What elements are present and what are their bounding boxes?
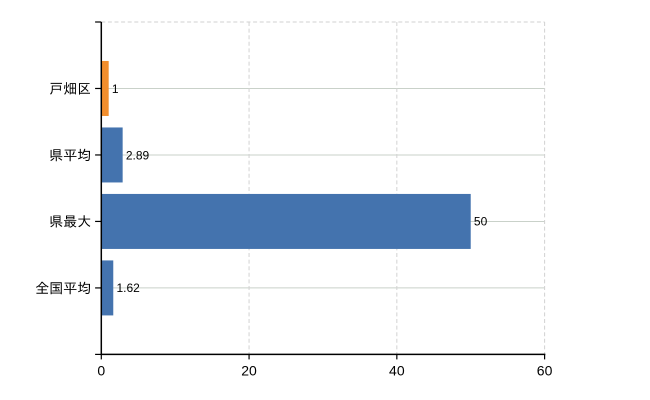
x-tick-label: 60 xyxy=(537,363,553,379)
bar-1 xyxy=(101,127,123,183)
category-label xyxy=(50,82,90,95)
x-tick-label: 20 xyxy=(241,363,257,379)
bar-0 xyxy=(101,60,109,116)
bar-value-label: 1 xyxy=(112,82,119,96)
bar-3 xyxy=(101,260,114,316)
bar-value-label: 50 xyxy=(474,215,488,229)
category-label xyxy=(50,215,91,228)
x-tick-label: 40 xyxy=(389,363,405,379)
x-tick-label: 0 xyxy=(97,363,105,379)
bar-value-label: 1.62 xyxy=(116,281,140,295)
bar-2 xyxy=(101,193,471,249)
category-label xyxy=(35,281,90,295)
bar-value-label: 2.89 xyxy=(126,148,150,162)
category-label xyxy=(50,148,90,162)
